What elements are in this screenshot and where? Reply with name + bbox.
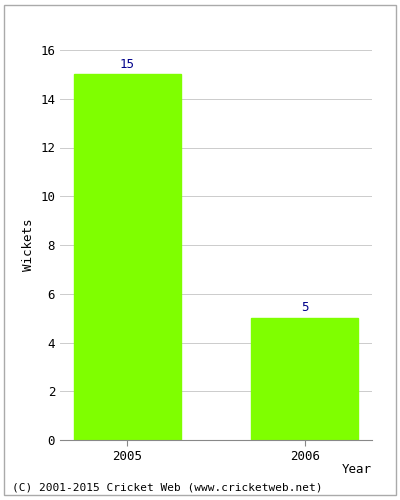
Bar bbox=[74, 74, 180, 440]
Bar bbox=[252, 318, 358, 440]
Y-axis label: Wickets: Wickets bbox=[22, 219, 34, 271]
Text: (C) 2001-2015 Cricket Web (www.cricketweb.net): (C) 2001-2015 Cricket Web (www.cricketwe… bbox=[12, 482, 322, 492]
Text: 5: 5 bbox=[301, 302, 308, 314]
X-axis label: Year: Year bbox=[342, 464, 372, 476]
Text: 15: 15 bbox=[120, 58, 135, 70]
